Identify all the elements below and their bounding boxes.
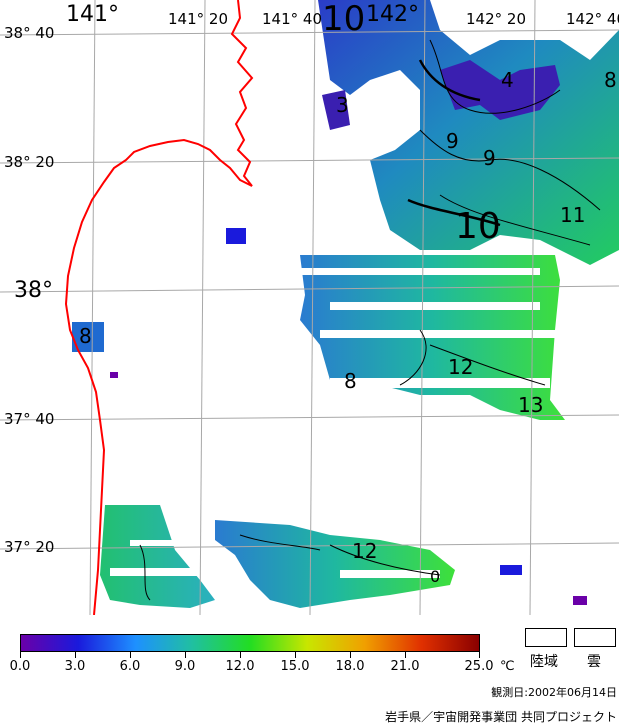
contour-label: 8 [344,369,357,393]
latitude-label: 37° 20 [4,538,55,556]
scale-tick-label: 18.0 [335,659,365,674]
project-credit: 岩手県／宇宙開発事業団 共同プロジェクト [385,710,617,724]
longitude-label: 142° 40 [566,10,619,28]
scale-tick-label: 25.0 [464,659,494,674]
contour-label: 10 [455,206,501,247]
latitude-label: 38° 40 [4,24,55,42]
contour-label: 3 [336,93,349,117]
scale-tick-label: 0.0 [9,659,31,674]
cloud-key-label: 雲 [587,654,601,670]
scale-tick-label: 6.0 [119,659,141,674]
contour-label: 9 [483,146,496,170]
latitude-label: 38° 20 [4,153,55,171]
isotherm-lines [139,39,601,601]
cloud-streaks [110,268,560,578]
contour-label: 11 [560,203,585,227]
longitude-label: 141° 40 [262,10,322,28]
scale-tick-label: 21.0 [390,659,420,674]
contour-label: 0 [430,567,440,586]
cloud-key-swatch [574,628,616,647]
scale-tick [295,652,296,658]
longitude-label: 142° [366,2,419,27]
contour-label: 8 [604,68,617,92]
scale-tick [130,652,131,658]
longitude-label: 141° 20 [168,10,228,28]
sst-patch-north-dark [440,60,560,120]
sst-patch-north [318,0,619,265]
contour-label: 8 [79,324,92,348]
latitude-label: 38° [14,278,53,303]
scale-tick-label: 9.0 [174,659,196,674]
sst-patch-south-east [215,520,455,608]
scale-tick-label: 12.0 [225,659,255,674]
coastline [64,0,254,615]
longitude-label: 142° 20 [466,10,526,28]
contour-label: 4 [501,68,514,92]
sst-patch-small [226,228,246,244]
latitude-label: 37° 40 [4,410,55,428]
scale-tick-label: 3.0 [64,659,86,674]
sst-patch-south-west [100,505,215,608]
sst-patch-west-dark [322,90,350,130]
scale-tick-label: 15.0 [280,659,310,674]
observation-date: 観測日:2002年06月14日 [491,686,617,699]
temperature-color-scale [20,634,480,652]
graticule [0,0,619,615]
temperature-unit: ℃ [500,659,515,674]
contour-label: 10 [322,0,365,39]
scale-tick [240,652,241,658]
contour-label: 13 [518,393,543,417]
sst-patch-speck-2 [573,596,587,605]
land-key-swatch [525,628,567,647]
isotherm-labels: 10 9 9 10 11 8 8 12 13 12 4 3 8 0 [79,0,617,586]
scale-tick [479,652,480,658]
scale-tick [185,652,186,658]
contour-label: 9 [446,129,459,153]
scale-tick [350,652,351,658]
scale-tick [405,652,406,658]
sst-patch-speck-1 [500,565,522,575]
contour-label: 12 [352,539,377,563]
longitude-label: 141° [66,2,119,27]
land-key-label: 陸域 [530,654,558,670]
contour-label: 12 [448,355,473,379]
sst-map: 10 9 9 10 11 8 8 12 13 12 4 3 8 0 [0,0,619,615]
isotherm-lines-bold [407,59,501,227]
scale-tick [20,652,21,658]
sst-patch-speck-3 [110,372,118,378]
scale-tick [75,652,76,658]
